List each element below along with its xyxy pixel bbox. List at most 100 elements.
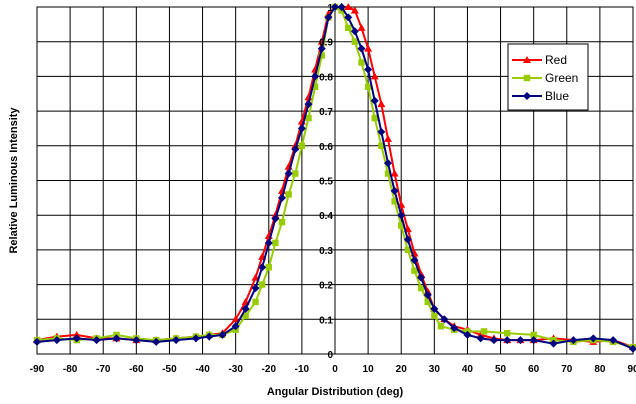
x-tick-label: 0 (332, 364, 338, 375)
data-point-blue (383, 159, 392, 168)
data-point-blue (258, 263, 267, 272)
data-point-blue (609, 336, 618, 345)
legend-label-blue: Blue (545, 89, 569, 103)
x-tick-label: 10 (363, 364, 375, 375)
data-point-red (390, 169, 399, 177)
data-point-green (424, 298, 431, 306)
data-point-blue (172, 336, 181, 345)
y-tick-label: 0.3 (319, 246, 333, 257)
data-point-green (371, 114, 378, 122)
data-point-red (364, 44, 373, 52)
x-tick-label: -30 (228, 364, 243, 375)
data-point-red (344, 3, 353, 10)
data-point-red (231, 315, 240, 323)
data-point-blue (284, 169, 293, 178)
data-point-blue (549, 339, 558, 348)
data-point-red (350, 6, 359, 14)
y-tick-label: 1 (327, 3, 333, 14)
data-point-green (345, 24, 352, 32)
y-axis-title: Relative Luminous Intensity (8, 107, 20, 254)
series-group (33, 3, 636, 353)
data-point-blue (629, 344, 636, 353)
data-point-green (311, 83, 319, 91)
y-tick-label: 0.5 (319, 177, 333, 188)
data-point-blue (397, 211, 406, 220)
y-tick-label: 0.4 (319, 211, 333, 222)
data-point-blue (152, 337, 161, 346)
x-axis-title: Angular Distribution (deg) (267, 386, 404, 398)
x-tick-label: -50 (162, 364, 177, 375)
data-point-blue (529, 336, 538, 345)
y-tick-label: 0.1 (319, 315, 333, 326)
data-point-green (503, 329, 511, 337)
data-point-green (278, 218, 286, 226)
x-tick-label: 20 (396, 364, 408, 375)
data-point-green (272, 239, 279, 247)
x-tick-label: -10 (295, 364, 310, 375)
data-point-blue (370, 96, 379, 105)
legend-label-green: Green (545, 71, 578, 85)
data-point-green (298, 142, 306, 149)
x-tick-label: 90 (627, 364, 636, 375)
data-point-blue (112, 334, 121, 343)
data-point-blue (92, 336, 101, 345)
data-point-green (480, 328, 488, 335)
data-point-blue (417, 273, 426, 282)
data-point-blue (440, 315, 449, 324)
data-point-blue (463, 330, 472, 339)
data-point-blue (344, 13, 353, 22)
data-point-blue (357, 44, 366, 53)
data-point-blue (271, 214, 280, 223)
data-point-green (292, 170, 299, 177)
x-tick-label: -20 (262, 364, 277, 375)
data-point-green (252, 298, 259, 306)
data-point-green (364, 83, 372, 91)
data-point-blue (390, 186, 399, 195)
data-point-blue (218, 330, 227, 339)
y-tick-label: 0.7 (319, 107, 333, 118)
data-point-green (305, 114, 312, 122)
data-point-red (370, 72, 379, 80)
x-tick-label: 60 (528, 364, 540, 375)
data-point-green (265, 264, 272, 271)
data-point-green (411, 267, 418, 274)
grid (37, 7, 633, 354)
data-point-green (285, 191, 292, 198)
data-point-green (242, 312, 249, 320)
data-point-green (358, 59, 365, 66)
data-point-green (431, 312, 438, 320)
data-point-blue (450, 323, 459, 332)
data-point-blue (403, 235, 412, 244)
x-tick-label: 30 (429, 364, 441, 375)
data-point-blue (410, 256, 419, 265)
data-point-blue (337, 3, 346, 11)
data-point-blue (72, 334, 81, 343)
legend-marker-green (523, 74, 531, 82)
data-point-blue (364, 65, 373, 74)
tick-labels: -90 -80 -70 -60 -50 -40 -30 -20 -10 0 10 20 30 40 50 60… (30, 3, 636, 375)
data-point-blue (516, 336, 525, 345)
y-tick-label: 0.9 (319, 38, 333, 49)
data-point-red (383, 134, 392, 142)
data-point-green (437, 323, 445, 330)
data-point-blue (205, 332, 214, 341)
data-point-green (318, 52, 325, 59)
x-tick-label: -40 (195, 364, 210, 375)
data-point-blue (251, 284, 260, 293)
y-tick-label: 0.2 (319, 281, 333, 292)
data-point-red (377, 100, 386, 108)
data-point-blue (297, 124, 306, 133)
data-point-blue (331, 3, 339, 11)
legend-marker-blue (523, 92, 531, 100)
y-tick-label: 0 (327, 350, 333, 361)
x-tick-label: -70 (96, 364, 111, 375)
x-tick-label: 40 (462, 364, 474, 375)
series-blue (33, 3, 636, 353)
data-point-green (530, 331, 537, 339)
x-tick-label: 70 (561, 364, 573, 375)
data-point-red (357, 23, 366, 31)
x-tick-label: 50 (495, 364, 507, 375)
data-point-blue (132, 336, 141, 345)
data-point-blue (423, 291, 432, 300)
